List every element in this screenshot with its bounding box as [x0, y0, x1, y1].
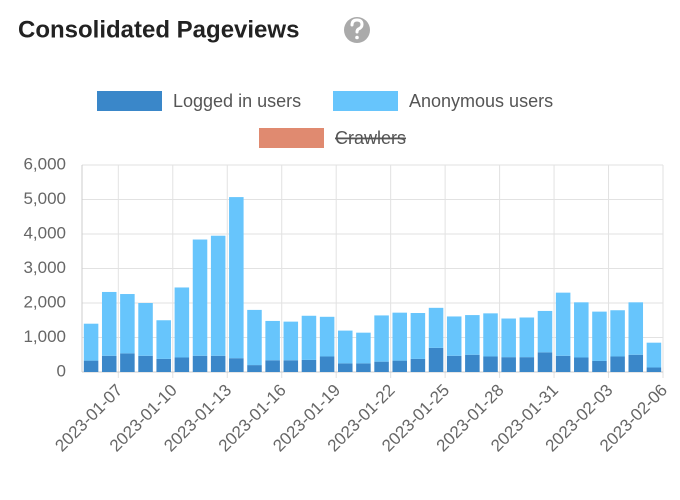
- bar-segment: [247, 309, 262, 366]
- bar-segment: [465, 354, 480, 372]
- bar-segment: [265, 360, 280, 372]
- bar-segment: [338, 363, 353, 372]
- help-icon[interactable]: [344, 17, 370, 43]
- bar-segment: [138, 303, 153, 356]
- bar-segment: [338, 330, 353, 364]
- bar-segment: [628, 302, 644, 355]
- bar-segment: [628, 354, 644, 372]
- legend-label[interactable]: Logged in users: [173, 91, 301, 111]
- legend-swatch[interactable]: [97, 91, 162, 111]
- bar-segment: [319, 316, 335, 357]
- bar-segment: [138, 355, 153, 372]
- bar-segment: [210, 355, 226, 372]
- bar-segment: [301, 315, 317, 360]
- bar-segment: [374, 361, 389, 372]
- bar-segment: [392, 360, 407, 372]
- bar-segment: [356, 363, 371, 372]
- legend-item[interactable]: Crawlers: [259, 128, 406, 148]
- legend-item[interactable]: Anonymous users: [333, 91, 553, 111]
- bar-segment: [265, 320, 280, 361]
- bar-segment: [229, 358, 244, 372]
- legend-swatch[interactable]: [259, 128, 324, 148]
- bar-segment: [610, 310, 625, 357]
- y-tick-label: 5,000: [23, 189, 66, 208]
- legend-label[interactable]: Crawlers: [335, 128, 406, 148]
- bar-segment: [374, 315, 389, 362]
- bar-segment: [156, 320, 171, 359]
- bar-segment: [537, 352, 553, 372]
- y-tick-label: 1,000: [23, 327, 66, 346]
- bar-segment: [392, 312, 407, 361]
- bar-segment: [319, 356, 335, 372]
- y-tick-label: 3,000: [23, 258, 66, 277]
- bar-segment: [574, 357, 589, 372]
- bar-segment: [610, 356, 625, 372]
- bar-segment: [301, 359, 317, 372]
- bar-segment: [483, 313, 498, 357]
- bar-segment: [446, 316, 462, 356]
- bar-segment: [483, 356, 498, 372]
- bar-segment: [174, 357, 190, 372]
- y-tick-label: 4,000: [23, 223, 66, 242]
- bar-segment: [428, 347, 444, 372]
- bar-segment: [537, 310, 553, 353]
- bar-segment: [428, 307, 444, 348]
- bar-segment: [646, 342, 662, 368]
- bar-segment: [101, 355, 117, 372]
- legend-item[interactable]: Logged in users: [97, 91, 301, 111]
- legend-swatch[interactable]: [333, 91, 398, 111]
- bar-segment: [229, 197, 244, 359]
- y-tick-label: 0: [57, 361, 66, 380]
- y-tick-label: 2,000: [23, 292, 66, 311]
- chart-title: Consolidated Pageviews: [18, 16, 299, 43]
- legend-label[interactable]: Anonymous users: [409, 91, 553, 111]
- bar-segment: [356, 332, 371, 364]
- bar-segment: [555, 355, 571, 372]
- bar-segment: [410, 358, 426, 372]
- bar-segment: [446, 355, 462, 372]
- bar-segment: [646, 367, 662, 372]
- bar-segment: [101, 291, 117, 356]
- bar-segment: [465, 315, 480, 355]
- bar-segment: [83, 323, 99, 361]
- bar-segment: [501, 318, 516, 358]
- bar-segment: [174, 287, 190, 358]
- bar-segment: [192, 355, 208, 372]
- y-tick-label: 6,000: [23, 154, 66, 173]
- bar-segment: [592, 360, 607, 372]
- bar-segment: [210, 235, 226, 356]
- bar-segment: [519, 357, 535, 372]
- bar-segment: [283, 321, 299, 361]
- bar-segment: [555, 292, 571, 356]
- bar-segment: [283, 360, 299, 372]
- bar-segment: [410, 313, 426, 359]
- bar-segment: [156, 358, 171, 372]
- bar-segment: [83, 360, 99, 372]
- bar-segment: [192, 239, 208, 356]
- help-dot[interactable]: [355, 35, 359, 40]
- bar-segment: [120, 294, 135, 354]
- bar-segment: [592, 311, 607, 361]
- help-question[interactable]: [350, 18, 364, 34]
- bar-segment: [247, 365, 262, 372]
- bar-segment: [519, 317, 535, 358]
- bar-segment: [574, 302, 589, 358]
- bar-segment: [120, 353, 135, 372]
- bar-segment: [501, 357, 516, 372]
